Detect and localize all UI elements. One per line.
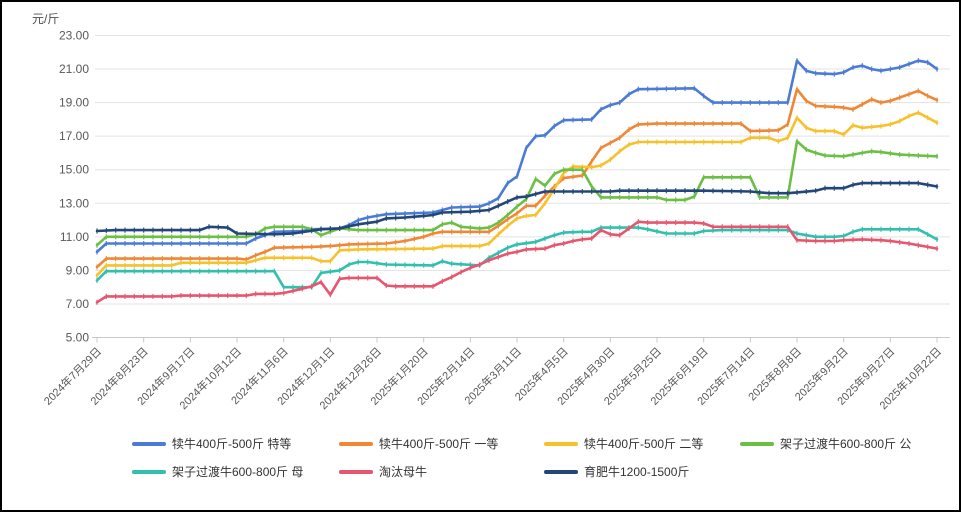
legend-item-0[interactable]: 犊牛400斤-500斤 特等 (132, 435, 291, 452)
legend-item-6[interactable]: 育肥牛1200-1500斤 (544, 463, 689, 480)
y-axis-tick-label: 11.00 (60, 230, 89, 244)
legend-item-4[interactable]: 架子过渡牛600-800斤 母 (132, 463, 303, 480)
legend-label: 犊牛400斤-500斤 一等 (379, 437, 499, 451)
y-axis-tick-label: 7.00 (66, 297, 90, 311)
legend-label: 架子过渡牛600-800斤 母 (172, 465, 304, 479)
series-line-1 (95, 87, 939, 269)
y-axis-tick-label: 17.00 (59, 129, 89, 143)
legend-label: 淘汰母牛 (379, 465, 428, 479)
legend-swatch (740, 441, 774, 446)
legend-item-1[interactable]: 犊牛400斤-500斤 一等 (339, 435, 498, 452)
y-axis-tick-label: 23.00 (59, 29, 89, 43)
y-axis-tick-label: 5.00 (66, 331, 90, 345)
legend-swatch (544, 469, 578, 474)
legend-label: 犊牛400斤-500斤 二等 (584, 437, 704, 451)
legend-label: 育肥牛1200-1500斤 (584, 465, 690, 479)
legend-label: 架子过渡牛600-800斤 公 (780, 437, 912, 451)
legend-swatch (544, 441, 578, 446)
y-axis-tick-label: 13.00 (59, 196, 89, 210)
legend-swatch (339, 441, 373, 446)
y-axis-tick-label: 15.00 (59, 163, 89, 177)
legend-item-2[interactable]: 犊牛400斤-500斤 二等 (544, 435, 703, 452)
legend-swatch (132, 441, 166, 446)
legend-item-5[interactable]: 淘汰母牛 (339, 463, 427, 480)
legend-label: 犊牛400斤-500斤 特等 (172, 437, 292, 451)
legend-swatch (339, 469, 373, 474)
series-line-0 (95, 59, 939, 254)
legend-swatch (132, 469, 166, 474)
y-axis-unit-label: 元/斤 (32, 12, 60, 26)
series-line-3 (95, 139, 939, 247)
y-axis-tick-label: 9.00 (66, 263, 90, 277)
legend-item-3[interactable]: 架子过渡牛600-800斤 公 (740, 435, 911, 452)
y-axis-tick-label: 19.00 (59, 96, 89, 110)
y-axis-tick-label: 21.00 (59, 62, 89, 76)
